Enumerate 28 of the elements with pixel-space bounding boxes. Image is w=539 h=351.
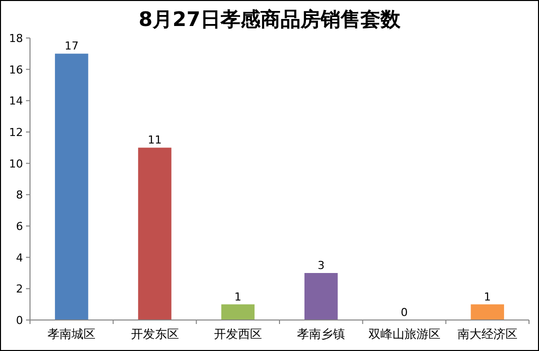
x-tick-label: 开发西区 — [214, 327, 262, 341]
bar — [54, 54, 88, 320]
y-tick-label: 0 — [16, 314, 23, 327]
bar — [221, 304, 255, 320]
y-tick-label: 14 — [9, 94, 23, 108]
chart-title: 8月27日孝感商品房销售套数 — [138, 7, 402, 31]
x-tick-label: 双峰山旅游区 — [368, 327, 440, 341]
x-tick-label: 南大经济区 — [457, 327, 518, 341]
bar — [138, 148, 172, 320]
y-tick-label: 10 — [9, 157, 23, 170]
y-tick-label: 8 — [16, 188, 23, 202]
y-tick-label: 16 — [9, 63, 23, 76]
y-tick-label: 18 — [9, 32, 23, 45]
y-tick-label: 2 — [16, 282, 23, 296]
y-tick-label: 6 — [16, 220, 23, 233]
x-tick-label: 孝南城区 — [48, 327, 96, 341]
data-label: 3 — [318, 259, 325, 272]
data-label: 1 — [234, 290, 242, 304]
data-label: 0 — [400, 306, 408, 319]
y-tick-label: 12 — [9, 126, 23, 139]
y-tick-label: 4 — [16, 251, 23, 264]
data-label: 11 — [148, 134, 162, 147]
data-label: 17 — [64, 40, 79, 53]
x-tick-label: 孝南乡镇 — [297, 327, 346, 341]
bar — [304, 273, 338, 320]
x-tick-label: 开发东区 — [130, 327, 179, 341]
data-label: 1 — [484, 290, 491, 304]
bar — [470, 304, 504, 320]
